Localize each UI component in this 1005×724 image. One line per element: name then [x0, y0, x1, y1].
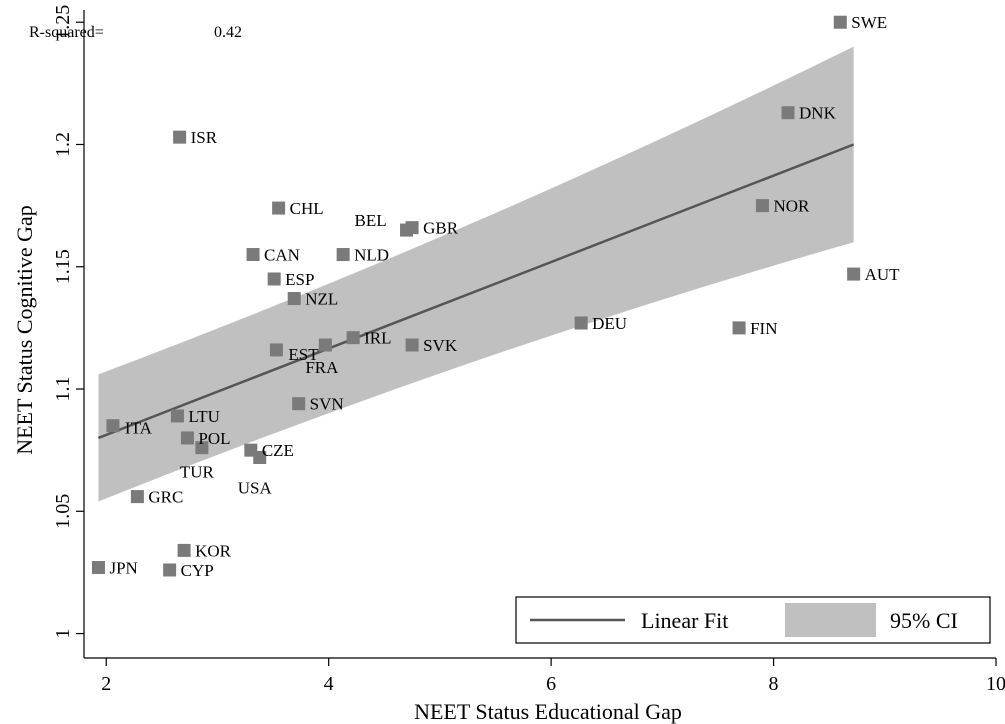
point-label-ltu: LTU — [188, 407, 220, 426]
point-label-swe: SWE — [851, 13, 887, 32]
point-label-pol: POL — [198, 429, 230, 448]
data-point-est — [269, 343, 283, 357]
legend: Linear Fit 95% CI — [515, 596, 991, 644]
point-label-aut: AUT — [865, 265, 901, 284]
point-label-esp: ESP — [285, 270, 314, 289]
point-label-nld: NLD — [354, 246, 389, 265]
ci-band — [98, 46, 854, 502]
legend-linear-fit-label: Linear Fit — [641, 608, 728, 633]
point-label-fra: FRA — [305, 358, 339, 377]
point-label-can: CAN — [264, 246, 300, 265]
y-tick-label: 1.25 — [52, 5, 74, 40]
data-point-esp — [267, 272, 281, 286]
point-label-ita: ITA — [125, 419, 153, 438]
data-point-gbr — [405, 221, 419, 235]
points-layer — [91, 15, 861, 577]
data-point-irl — [346, 331, 360, 345]
x-tick-label: 2 — [101, 673, 111, 695]
y-axis-title: NEET Status Cognitive Gap — [12, 205, 37, 455]
y-tick-label: 1.05 — [52, 494, 74, 529]
data-point-isr — [173, 130, 187, 144]
data-point-cyp — [163, 563, 177, 577]
data-point-svk — [405, 338, 419, 352]
point-label-svn: SVN — [310, 395, 344, 414]
point-label-usa: USA — [238, 478, 273, 497]
data-point-nld — [336, 248, 350, 262]
point-label-nzl: NZL — [305, 290, 338, 309]
point-label-deu: DEU — [592, 314, 627, 333]
r-squared-annotation: R-squared= 0.42 — [29, 24, 242, 41]
data-point-grc — [130, 490, 144, 504]
x-axis-title: NEET Status Educational Gap — [414, 699, 682, 724]
point-label-nor: NOR — [773, 197, 810, 216]
data-point-svn — [292, 397, 306, 411]
x-tick-label: 4 — [324, 673, 334, 695]
point-label-est: EST — [288, 345, 319, 364]
data-point-ita — [106, 419, 120, 433]
data-point-swe — [833, 15, 847, 29]
data-point-can — [246, 248, 260, 262]
y-tick-label: 1 — [52, 629, 74, 639]
point-label-grc: GRC — [148, 488, 183, 507]
data-point-fin — [732, 321, 746, 335]
data-point-dnk — [781, 106, 795, 120]
x-tick-label: 6 — [546, 673, 556, 695]
point-label-svk: SVK — [423, 336, 458, 355]
data-point-deu — [574, 316, 588, 330]
y-tick-label: 1.1 — [52, 377, 74, 402]
point-label-kor: KOR — [195, 541, 232, 560]
point-label-cze: CZE — [262, 441, 294, 460]
data-point-nzl — [287, 292, 301, 306]
data-point-usa — [253, 450, 267, 464]
point-label-chl: CHL — [290, 199, 324, 218]
point-label-jpn: JPN — [109, 559, 137, 578]
point-label-irl: IRL — [364, 329, 391, 348]
r-squared-label: R-squared= — [29, 24, 104, 41]
y-tick-label: 1.15 — [52, 249, 74, 284]
axes-layer: 2 4 6 8 10 1 1.05 1.1 1.15 1.2 1.25 — [52, 5, 1005, 695]
fit-line-layer — [98, 143, 855, 440]
data-point-chl — [272, 201, 286, 215]
data-point-aut — [847, 267, 861, 281]
point-label-cyp: CYP — [181, 561, 214, 580]
point-label-gbr: GBR — [423, 219, 459, 238]
data-point-nor — [755, 199, 769, 213]
data-point-tur — [195, 441, 209, 455]
x-tick-label: 10 — [986, 673, 1005, 695]
linear-fit-line — [98, 143, 855, 440]
ci-band-layer — [98, 46, 854, 502]
point-label-fin: FIN — [750, 319, 777, 338]
y-tick-label: 1.2 — [52, 132, 74, 157]
point-label-dnk: DNK — [799, 104, 837, 123]
point-label-isr: ISR — [191, 128, 218, 147]
data-point-fra — [318, 338, 332, 352]
point-label-tur: TUR — [180, 463, 215, 482]
point-label-bel: BEL — [355, 211, 387, 230]
data-point-ltu — [170, 409, 184, 423]
legend-ci-label: 95% CI — [890, 608, 958, 633]
legend-ci-swatch — [785, 603, 876, 637]
r-squared-value: 0.42 — [214, 24, 242, 41]
data-point-jpn — [91, 561, 105, 575]
data-point-kor — [177, 543, 191, 557]
x-tick-label: 8 — [769, 673, 779, 695]
data-point-pol — [180, 431, 194, 445]
